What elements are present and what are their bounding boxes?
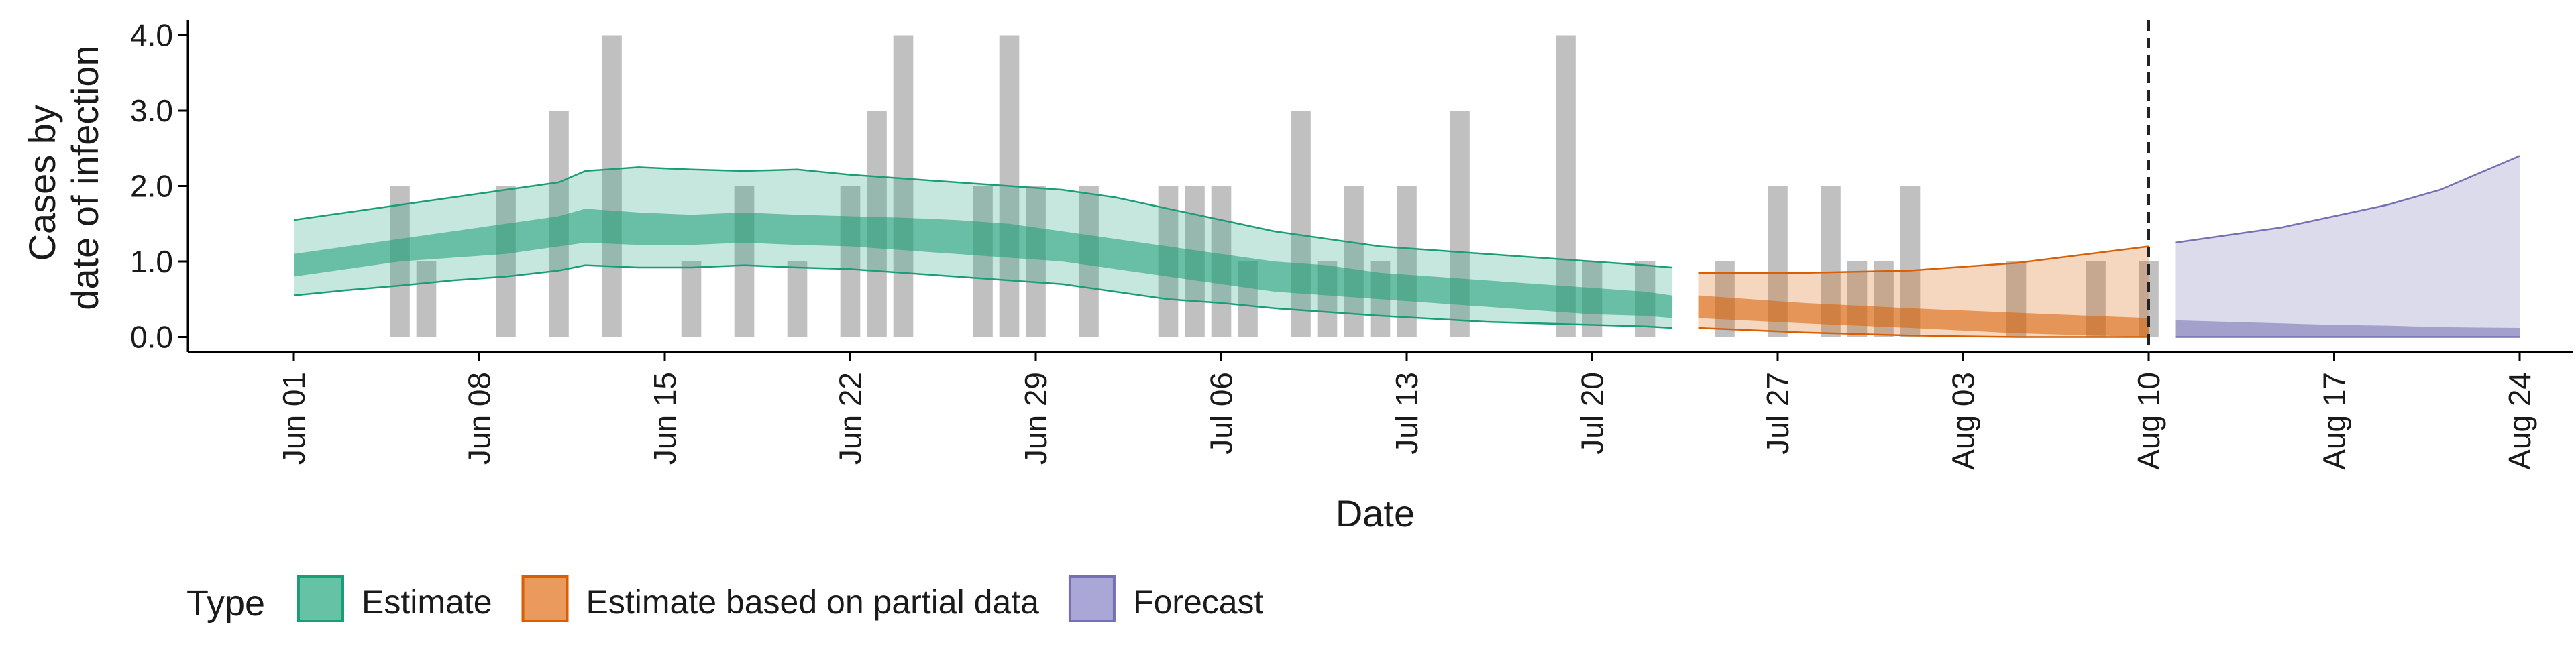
legend: Type Estimate Estimate based on partial d…	[186, 575, 1264, 624]
x-tick-label: Aug 24	[2502, 372, 2537, 470]
legend-label: Estimate based on partial data	[586, 583, 1040, 621]
ci90-upper-line	[2175, 155, 2520, 244]
legend-label: Estimate	[362, 583, 492, 621]
x-tick-label: Aug 10	[2131, 372, 2166, 470]
y-tick-label: 4.0	[130, 18, 173, 53]
legend-item-forecast: Forecast	[1068, 575, 1264, 622]
ci50-ribbon	[2175, 320, 2520, 337]
x-tick-label: Jun 01	[276, 372, 311, 465]
x-tick-label: Jun 22	[833, 372, 868, 465]
x-tick-label: Jul 27	[1760, 372, 1795, 455]
legend-title: Type	[186, 583, 265, 624]
reported-case-bar	[1344, 186, 1364, 337]
series-estimate-based-on-partial-data	[1698, 245, 2149, 338]
reported-case-bar	[496, 186, 516, 337]
x-axis-title: Date	[1336, 492, 1415, 534]
reported-case-bar	[840, 186, 861, 337]
reported-cases-layer	[390, 35, 2159, 337]
legend-item-estimate: Estimate	[297, 575, 492, 622]
x-tick-label: Jun 08	[462, 372, 497, 465]
reported-case-bar	[787, 261, 808, 337]
series-estimate	[293, 166, 1672, 329]
x-tick-label: Aug 17	[2317, 372, 2352, 470]
y-tick-label: 3.0	[130, 93, 173, 128]
ci90-lower-line	[1698, 327, 2149, 338]
reported-case-bar	[1291, 111, 1311, 337]
estimate-series-layer	[293, 155, 2520, 338]
legend-swatch	[297, 575, 344, 622]
reported-case-bar	[1026, 186, 1046, 337]
axes-layer: 0.0 1.0 2.0 3.0 4.0 Jun 01 Jun 08 Jun 15 Jun 22…	[130, 18, 2573, 470]
ci90-upper-line	[293, 166, 1672, 269]
ci90-ribbon	[2175, 156, 2520, 337]
y-tick-label: 0.0	[130, 320, 173, 355]
reported-case-bar	[734, 186, 755, 337]
x-tick-label: Aug 03	[1946, 372, 1981, 470]
legend-item-estimate-based-on-partial-data: Estimate based on partial data	[521, 575, 1040, 622]
y-axis-title: Cases by date of infection	[21, 45, 106, 310]
x-tick-label: Jun 15	[647, 372, 682, 465]
y-axis-title-line-1: Cases by	[21, 105, 63, 261]
reported-case-bar	[893, 35, 914, 337]
x-tick-label: Jun 29	[1018, 372, 1053, 465]
legend-label: Forecast	[1133, 583, 1264, 621]
x-tick-label: Jul 20	[1575, 372, 1610, 455]
y-tick-label: 1.0	[130, 244, 173, 279]
reported-case-bar	[416, 261, 437, 337]
ci50-ribbon	[294, 209, 1672, 318]
legend-items: Estimate Estimate based on partial data Fo…	[297, 575, 1264, 622]
reported-case-bar	[1397, 186, 1417, 337]
reported-case-bar	[973, 186, 993, 337]
ci90-upper-line	[1698, 245, 2149, 274]
ci90-lower-line	[293, 264, 1672, 329]
y-axis-title-line-2: date of infection	[64, 45, 106, 310]
x-axis-ticks: Jun 01 Jun 08 Jun 15 Jun 22 Jun 29 Jul 06 Jul …	[276, 352, 2537, 470]
ci50-ribbon	[1698, 295, 2149, 337]
x-tick-label: Jul 06	[1204, 372, 1239, 455]
y-tick-label: 2.0	[130, 169, 173, 204]
x-tick-label: Jul 13	[1389, 372, 1424, 455]
reported-case-bar	[681, 261, 702, 337]
series-forecast	[2175, 155, 2520, 338]
reported-case-bar	[602, 35, 622, 337]
y-axis-ticks: 0.0 1.0 2.0 3.0 4.0	[130, 18, 188, 355]
legend-swatch	[521, 575, 569, 622]
legend-swatch	[1068, 575, 1116, 622]
